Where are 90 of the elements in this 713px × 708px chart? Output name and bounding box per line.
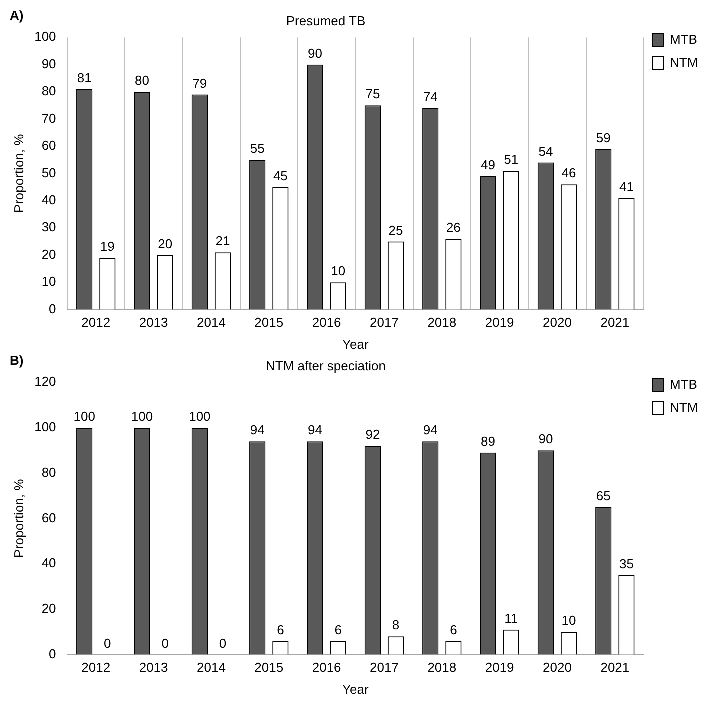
y-tick-label: 40 — [42, 192, 56, 208]
x-tick-label: 2013 — [139, 660, 168, 676]
y-tick-label: 100 — [34, 29, 56, 44]
x-axis-title: Year — [342, 682, 370, 697]
data-label: 0 — [104, 636, 112, 651]
data-label: 90 — [538, 432, 554, 447]
x-tick-label: 2012 — [82, 660, 111, 676]
data-label: 6 — [450, 622, 458, 638]
legend-label: MTB — [670, 377, 698, 392]
data-label: 10 — [331, 264, 346, 279]
data-label: 54 — [538, 144, 554, 159]
y-tick-label: 90 — [42, 56, 56, 72]
x-tick-label: 2013 — [139, 315, 168, 330]
x-tick-label: 2020 — [543, 315, 572, 330]
chart-title: NTM after speciation — [266, 358, 386, 374]
data-label: 8 — [392, 618, 400, 633]
data-label: 35 — [619, 556, 634, 572]
x-tick-label: 2021 — [600, 660, 630, 676]
data-label: 100 — [131, 409, 154, 424]
y-tick-label: 30 — [42, 220, 56, 235]
y-axis-title: Proportion, % — [11, 134, 26, 214]
x-tick-label: 2021 — [600, 315, 630, 330]
chart-title: Presumed TB — [286, 13, 366, 28]
text: B) — [10, 353, 24, 368]
data-label: 100 — [189, 409, 211, 424]
legend-label: MTB — [670, 32, 698, 47]
x-tick-label: 2016 — [312, 660, 342, 676]
data-label: 0 — [219, 636, 227, 651]
text: A) — [10, 8, 24, 24]
data-label: 80 — [135, 73, 150, 88]
data-label: 26 — [446, 220, 461, 236]
data-label: 89 — [481, 434, 496, 449]
x-tick-label: 2018 — [428, 660, 457, 676]
data-label: 94 — [423, 422, 438, 438]
data-label: 46 — [562, 166, 576, 181]
data-label: 49 — [481, 158, 496, 172]
x-tick-label: 2019 — [485, 315, 514, 330]
data-label: 25 — [388, 222, 404, 238]
data-label: 79 — [192, 76, 208, 91]
data-label: 90 — [308, 46, 323, 61]
x-tick-label: 2017 — [370, 315, 399, 330]
x-tick-label: 2016 — [312, 315, 342, 330]
data-label: 59 — [596, 130, 611, 146]
y-tick-label: 80 — [42, 464, 56, 480]
data-label: 6 — [334, 622, 342, 638]
data-label: 6 — [277, 622, 284, 638]
data-label: 19 — [100, 239, 115, 254]
data-label: 81 — [77, 70, 92, 86]
y-tick-label: 60 — [42, 510, 56, 526]
data-label: 20 — [158, 236, 173, 252]
x-axis-title: Year — [342, 336, 370, 352]
data-label: 51 — [504, 152, 519, 168]
data-label: 75 — [366, 86, 380, 102]
data-label: 92 — [366, 427, 380, 442]
y-tick-label: 70 — [42, 110, 56, 126]
x-tick-label: 2015 — [254, 315, 284, 330]
data-label: 94 — [250, 422, 265, 438]
y-tick-label: 40 — [42, 556, 56, 571]
y-tick-label: 100 — [34, 420, 56, 435]
x-tick-label: 2019 — [485, 660, 514, 676]
y-tick-label: 0 — [49, 646, 56, 662]
x-tick-label: 2014 — [197, 660, 226, 676]
y-tick-label: 20 — [42, 246, 56, 262]
y-tick-label: 80 — [42, 84, 56, 99]
y-tick-label: 0 — [49, 301, 56, 316]
x-tick-label: 2012 — [82, 315, 111, 330]
x-tick-label: 2020 — [543, 660, 572, 676]
x-tick-label: 2018 — [428, 315, 457, 330]
data-label: 21 — [216, 234, 230, 249]
data-label: 55 — [250, 141, 265, 156]
x-tick-label: 2017 — [370, 660, 399, 676]
data-label: 65 — [596, 488, 611, 504]
y-tick-label: 20 — [42, 601, 56, 616]
y-tick-label: 10 — [42, 274, 56, 290]
y-tick-label: 50 — [42, 165, 56, 180]
data-label: 45 — [273, 168, 288, 184]
data-label: 10 — [562, 613, 576, 628]
y-axis-title: Proportion, % — [11, 478, 26, 558]
data-label: 94 — [308, 422, 323, 438]
text: NTM — [670, 400, 698, 415]
data-label: 100 — [74, 409, 96, 424]
x-tick-label: 2015 — [254, 660, 284, 676]
data-label: 0 — [162, 636, 169, 651]
data-label: 41 — [619, 179, 634, 194]
text: NTM — [670, 55, 698, 70]
data-label: 11 — [504, 610, 518, 626]
data-label: 74 — [423, 89, 438, 104]
x-tick-label: 2014 — [197, 315, 226, 330]
y-tick-label: 120 — [34, 374, 56, 390]
y-tick-label: 60 — [42, 138, 56, 154]
